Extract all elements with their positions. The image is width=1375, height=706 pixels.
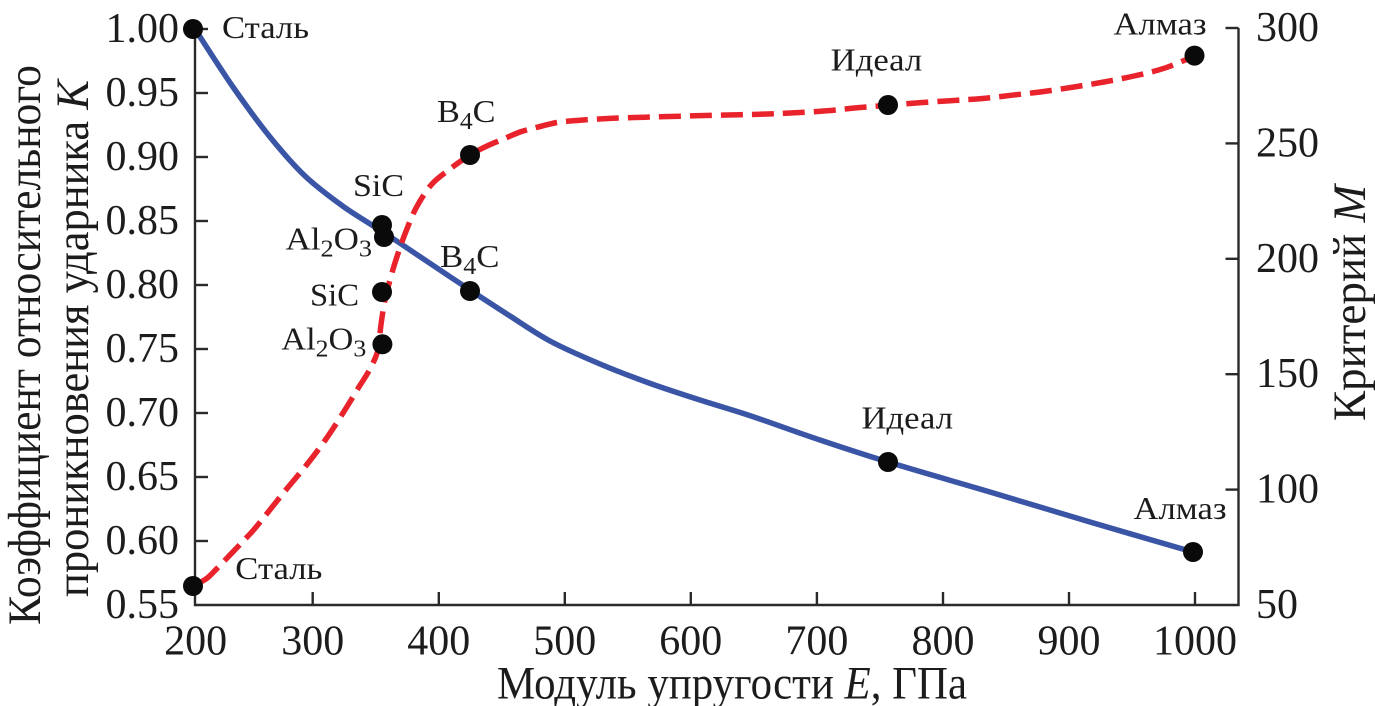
svg-text:0.70: 0.70	[106, 390, 180, 436]
svg-text:800: 800	[912, 619, 975, 665]
svg-text:0.55: 0.55	[106, 582, 180, 628]
svg-text:Модуль упругости E, ГПа: Модуль упругости E, ГПа	[497, 658, 967, 706]
svg-text:0.65: 0.65	[106, 454, 180, 500]
svg-text:Al2O3: Al2O3	[281, 320, 366, 362]
svg-text:B4C: B4C	[440, 238, 500, 280]
svg-text:Сталь: Сталь	[222, 9, 309, 45]
svg-text:900: 900	[1038, 619, 1101, 665]
svg-text:Al2O3: Al2O3	[286, 221, 373, 263]
svg-text:100: 100	[1256, 467, 1319, 513]
svg-text:500: 500	[533, 619, 596, 665]
svg-text:0.75: 0.75	[106, 326, 180, 372]
svg-text:0.80: 0.80	[106, 262, 180, 308]
svg-text:Идеал: Идеал	[862, 400, 954, 436]
svg-text:1000: 1000	[1153, 619, 1237, 665]
svg-text:Алмаз: Алмаз	[1114, 6, 1207, 42]
svg-text:1.00: 1.00	[106, 6, 180, 52]
svg-text:SiC: SiC	[353, 167, 404, 203]
svg-text:SiC: SiC	[310, 277, 359, 313]
svg-text:200: 200	[1256, 236, 1319, 282]
svg-text:Идеал: Идеал	[831, 42, 923, 78]
svg-text:Коэффициент относительного: Коэффициент относительного	[0, 65, 51, 625]
svg-text:Алмаз: Алмаз	[1134, 490, 1227, 526]
svg-text:300: 300	[281, 619, 344, 665]
svg-text:200: 200	[164, 619, 227, 665]
svg-text:250: 250	[1256, 120, 1319, 166]
svg-text:600: 600	[659, 619, 722, 665]
svg-text:300: 300	[1256, 5, 1319, 51]
svg-text:50: 50	[1256, 582, 1298, 628]
svg-text:0.85: 0.85	[106, 198, 180, 244]
svg-text:Сталь: Сталь	[235, 550, 322, 586]
svg-text:0.60: 0.60	[106, 518, 180, 564]
svg-text:Критерий М: Критерий М	[1324, 182, 1375, 421]
svg-text:150: 150	[1256, 351, 1319, 397]
svg-text:проникновения ударника K: проникновения ударника K	[47, 77, 99, 597]
svg-text:B4C: B4C	[437, 93, 496, 135]
svg-text:700: 700	[785, 619, 848, 665]
svg-text:0.90: 0.90	[106, 134, 180, 180]
svg-text:0.95: 0.95	[106, 70, 180, 116]
svg-text:400: 400	[407, 619, 470, 665]
